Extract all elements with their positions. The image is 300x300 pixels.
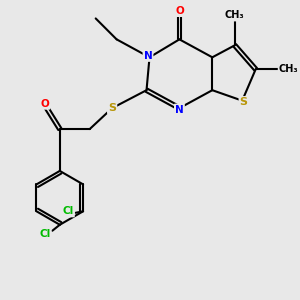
Text: CH₃: CH₃: [279, 64, 298, 74]
Text: S: S: [240, 97, 248, 107]
Text: Cl: Cl: [62, 206, 74, 216]
Text: Cl: Cl: [39, 229, 50, 239]
Text: O: O: [175, 6, 184, 16]
Text: N: N: [144, 51, 152, 61]
Text: S: S: [108, 103, 116, 113]
Text: CH₃: CH₃: [225, 11, 244, 20]
Text: O: O: [40, 99, 49, 109]
Text: N: N: [175, 105, 184, 115]
